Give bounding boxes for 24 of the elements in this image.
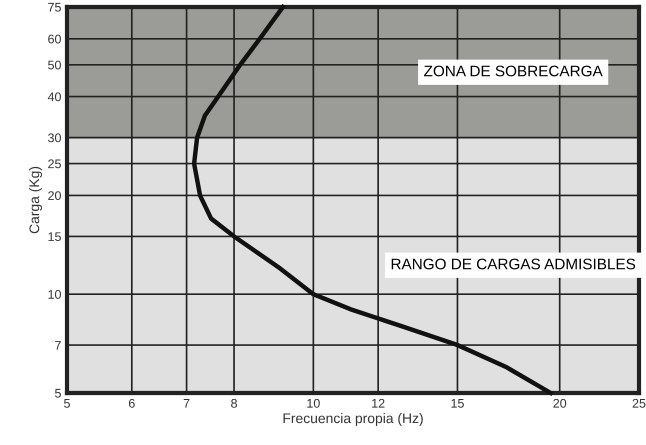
y-tick-label: 7 [55, 340, 61, 350]
x-tick-label: 5 [64, 399, 70, 408]
y-tick-label: 75 [48, 2, 61, 12]
x-tick-label: 10 [307, 398, 320, 408]
x-tick-label: 15 [451, 399, 464, 408]
x-tick-label: 7 [184, 399, 190, 408]
y-tick-label: 20 [48, 191, 61, 200]
band-label: RANGO DE CARGAS ADMISIBLES [392, 258, 636, 270]
x-tick-label: 6 [128, 398, 135, 408]
x-tick-label: 25 [632, 398, 646, 408]
y-tick-label: 15 [48, 232, 61, 242]
x-tick-label: 20 [553, 398, 566, 408]
y-tick-label: 50 [48, 60, 61, 70]
y-tick-label: 60 [48, 34, 61, 44]
y-tick-label: 5 [54, 388, 61, 398]
y-tick-label: 10 [48, 290, 61, 299]
x-axis-title: Frecuencia propia (Hz) [284, 412, 423, 426]
y-tick-label: 40 [48, 92, 61, 102]
band-label: ZONA DE SOBRECARGA [424, 66, 603, 76]
x-tick-label: 12 [372, 398, 384, 408]
y-axis-title: Carga (Kg) [29, 166, 42, 234]
y-tick-label: 30 [48, 133, 61, 142]
x-tick-label: 8 [231, 398, 237, 408]
y-tick-label: 25 [48, 159, 61, 168]
